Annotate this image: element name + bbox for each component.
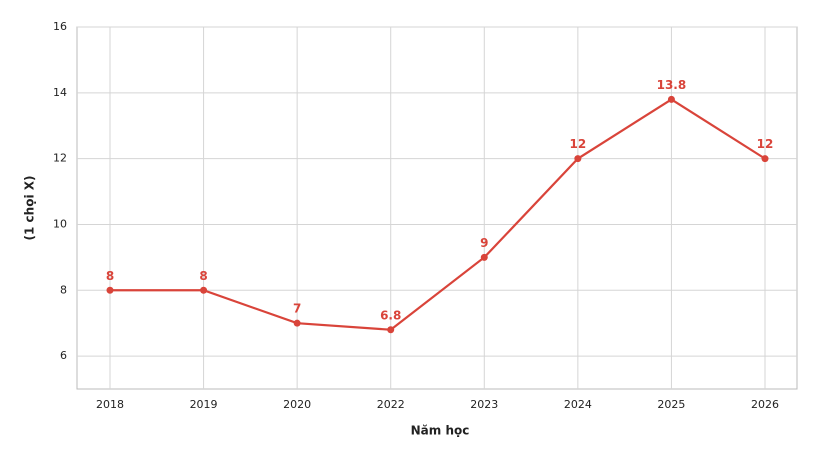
- data-label: 12: [570, 137, 587, 151]
- point: [106, 286, 114, 294]
- y-tick-label: 6: [60, 349, 67, 362]
- data-label: 8: [199, 269, 207, 283]
- point: [293, 319, 301, 327]
- data-label: 7: [293, 302, 301, 316]
- point: [387, 326, 395, 334]
- data-label: 13.8: [657, 78, 687, 92]
- data-label: 9: [480, 236, 488, 250]
- data-label: 12: [757, 137, 774, 151]
- plot-area: [76, 26, 798, 390]
- y-tick-label: 14: [53, 86, 67, 99]
- x-tick-label: 2019: [190, 398, 218, 411]
- point: [200, 286, 208, 294]
- point: [574, 155, 582, 163]
- x-axis-label: Năm học: [411, 424, 470, 438]
- x-tick-label: 2018: [96, 398, 124, 411]
- x-tick-label: 2023: [470, 398, 498, 411]
- data-label: 8: [106, 269, 114, 283]
- data-label: 6.8: [380, 308, 401, 322]
- x-tick-label: 2026: [751, 398, 779, 411]
- x-tick-label: 2022: [377, 398, 405, 411]
- y-tick-label: 12: [53, 152, 67, 165]
- point: [480, 253, 488, 261]
- x-tick-label: 2024: [564, 398, 592, 411]
- y-axis-label: (1 chọi X): [23, 176, 37, 241]
- y-tick-label: 8: [60, 283, 67, 296]
- line: [110, 98, 766, 331]
- y-tick-label: 10: [53, 217, 67, 230]
- point: [667, 95, 675, 103]
- x-tick-label: 2020: [283, 398, 311, 411]
- y-tick-label: 16: [53, 20, 67, 33]
- point: [761, 155, 769, 163]
- x-tick-label: 2025: [657, 398, 685, 411]
